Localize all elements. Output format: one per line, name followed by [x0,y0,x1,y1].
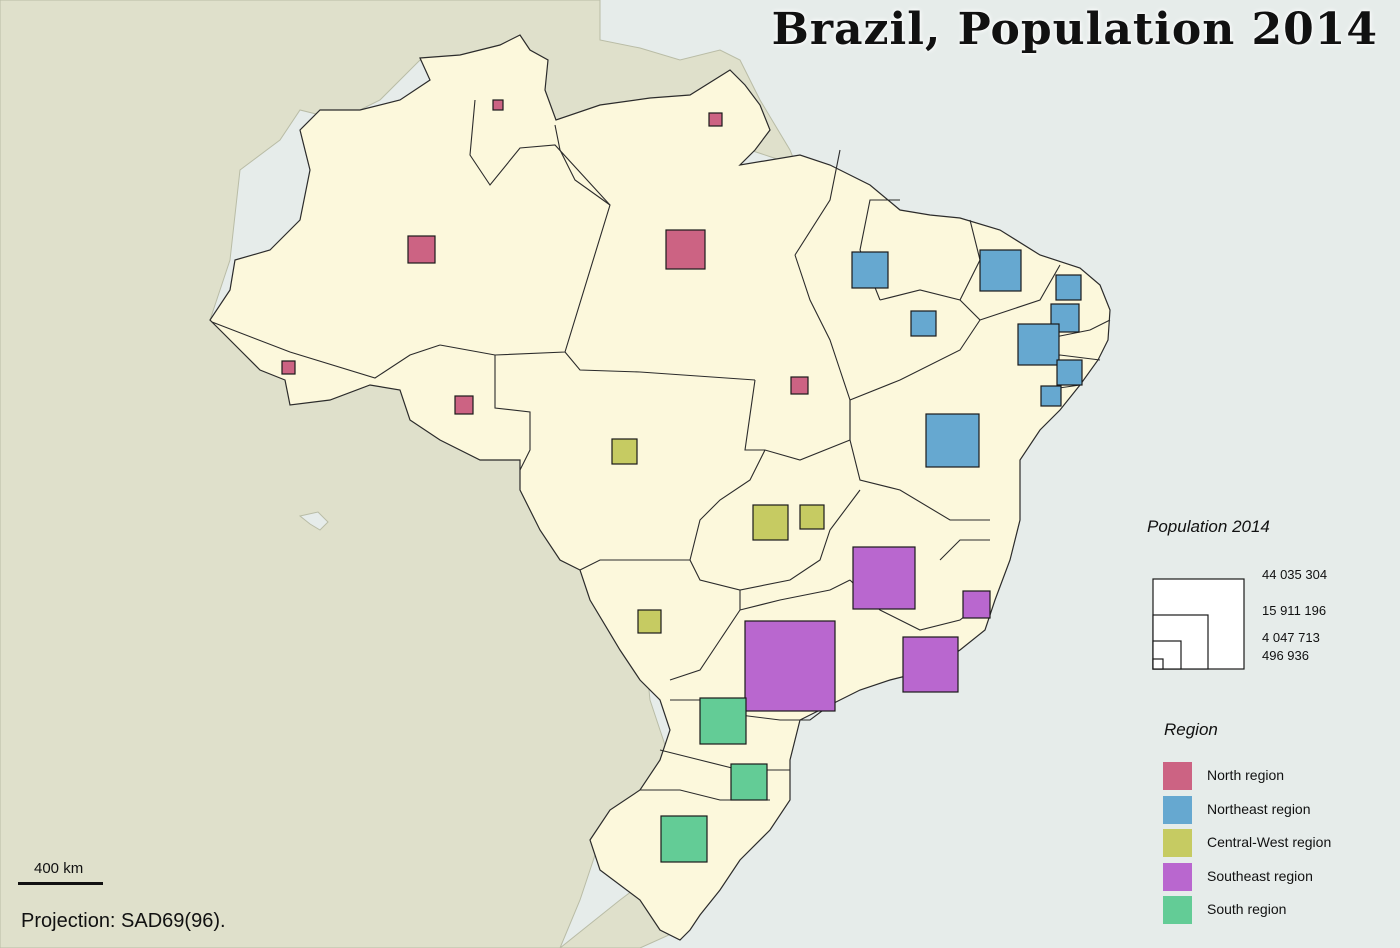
swatch-northeast [1163,796,1192,824]
north-state-square [407,235,436,264]
central-west-state-square [799,504,825,530]
central-west-state-square [752,504,789,541]
region-legend-label: Central-West region [1207,834,1332,850]
central-west-state-square [637,609,662,634]
north-state-square [492,99,504,111]
northeast-state-square [1055,274,1082,301]
swatch-southeast [1163,863,1192,891]
southeast-state-square [852,546,916,610]
south-state-square [730,763,768,801]
southeast-state-square [902,636,959,693]
region-legend-label: North region [1207,767,1285,783]
size-legend-squares [1152,578,1245,670]
region-legend-title: Region [1164,720,1218,739]
scale-bar-label: 400 km [34,860,84,877]
northeast-state-square [979,249,1022,292]
size-legend-label: 44 035 304 [1262,567,1328,582]
projection-note: Projection: SAD69(96). [21,910,226,932]
lake [298,511,329,531]
size-legend-label: 15 911 196 [1262,603,1327,618]
size-legend-title: Population 2014 [1147,517,1270,536]
northeast-state-square [851,251,889,289]
region-legend-swatches [1163,762,1192,924]
northeast-state-square [1040,385,1062,407]
southeast-state-square [744,620,836,712]
north-state-square [665,229,706,270]
region-legend-label: South region [1207,901,1287,917]
north-state-square [454,395,474,415]
map-title: Brazil, Population 2014 [771,4,1378,55]
population-symbols [281,99,1083,863]
north-state-square [790,376,809,395]
northeast-state-square [925,413,980,468]
swatch-south [1163,896,1192,924]
south-state-square [660,815,708,863]
swatch-central-west [1163,829,1192,857]
northeast-state-square [910,310,937,337]
swatch-north [1163,762,1192,790]
size-legend-label: 496 936 [1262,648,1309,663]
size-legend-square-small [1152,658,1164,670]
south-state-square [699,697,747,745]
region-legend-label: Southeast region [1207,868,1313,884]
scale-bar [18,882,103,885]
northeast-state-square [1017,323,1060,366]
southeast-state-square [962,590,991,619]
northeast-state-square [1056,359,1083,386]
size-legend-label: 4 047 713 [1262,630,1320,645]
central-west-state-square [611,438,638,465]
north-state-square [708,112,723,127]
region-legend-label: Northeast region [1207,801,1311,817]
north-state-square [281,360,296,375]
